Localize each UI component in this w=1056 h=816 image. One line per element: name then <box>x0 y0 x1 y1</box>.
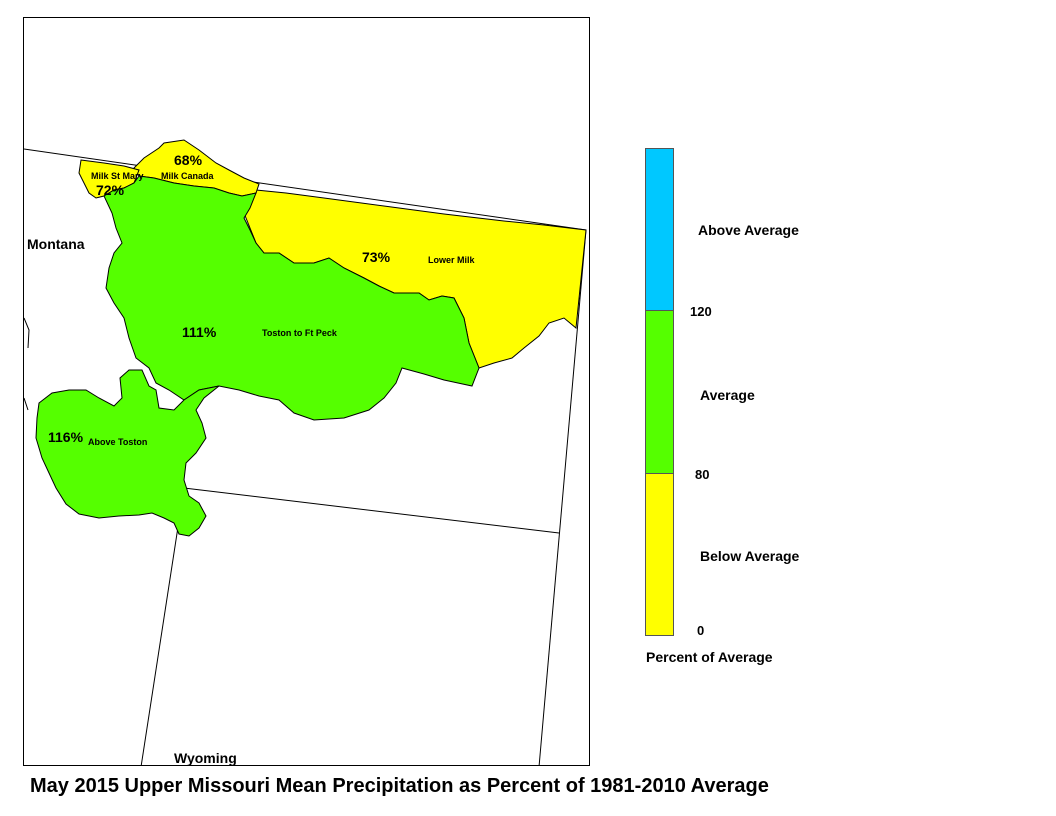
basin-percent-milk-canada: 68% <box>174 152 203 168</box>
legend-tick-80: 80 <box>695 467 710 482</box>
montana-east-border-line <box>538 229 587 765</box>
basin-percent-above-toston: 116% <box>48 429 84 445</box>
legend-swatch-below-average <box>645 473 674 636</box>
canada-border-line <box>24 148 587 231</box>
montana-west-border-line <box>140 487 185 765</box>
idaho-border-line <box>24 317 30 411</box>
basin-percent-lower-milk: 73% <box>362 249 391 265</box>
map-frame: Montana Wyoming 68% Milk St Mary Milk Ca… <box>23 17 590 766</box>
page-title: May 2015 Upper Missouri Mean Precipitati… <box>30 775 769 797</box>
legend-swatch-above-average <box>645 148 674 311</box>
legend-label-average: Average <box>700 387 755 403</box>
state-label-wyoming: Wyoming <box>174 750 237 766</box>
basin-name-toston-to-ft-peck: Toston to Ft Peck <box>262 328 337 338</box>
basin-name-milk-canada: Milk Canada <box>161 171 214 181</box>
basin-name-above-toston: Above Toston <box>88 437 148 447</box>
legend-label-below-average: Below Average <box>700 548 800 564</box>
legend-title: Percent of Average <box>646 649 773 665</box>
basin-name-lower-milk: Lower Milk <box>428 255 475 265</box>
state-label-montana: Montana <box>27 236 85 252</box>
legend-tick-120: 120 <box>690 304 712 319</box>
basin-above-toston[interactable] <box>35 369 220 537</box>
basin-percent-milk-st-mary: 72% <box>96 182 125 198</box>
basin-percent-toston-to-ft-peck: 111% <box>182 324 217 340</box>
legend-label-above-average: Above Average <box>698 222 799 238</box>
basin-name-milk-st-mary: Milk St Mary <box>91 171 144 181</box>
legend-tick-0: 0 <box>697 623 705 638</box>
legend-swatch-average <box>645 310 674 474</box>
basin-map <box>24 139 587 765</box>
basin-toston-to-ft-peck[interactable] <box>103 175 480 421</box>
montana-wyoming-border-line <box>183 487 560 534</box>
